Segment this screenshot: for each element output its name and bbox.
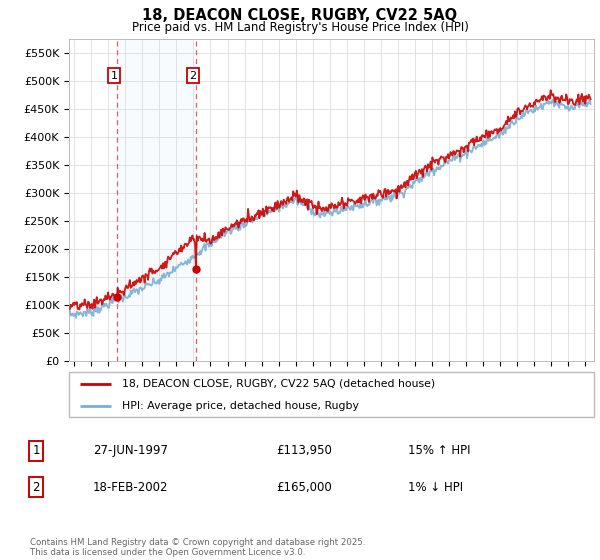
Text: 18-FEB-2002: 18-FEB-2002 [93,480,169,494]
Text: 2: 2 [190,71,197,81]
Text: 18, DEACON CLOSE, RUGBY, CV22 5AQ: 18, DEACON CLOSE, RUGBY, CV22 5AQ [142,8,458,24]
Text: Contains HM Land Registry data © Crown copyright and database right 2025.
This d: Contains HM Land Registry data © Crown c… [30,538,365,557]
Text: 2: 2 [32,480,40,494]
Text: 15% ↑ HPI: 15% ↑ HPI [408,444,470,458]
Text: Price paid vs. HM Land Registry's House Price Index (HPI): Price paid vs. HM Land Registry's House … [131,21,469,34]
Text: 18, DEACON CLOSE, RUGBY, CV22 5AQ (detached house): 18, DEACON CLOSE, RUGBY, CV22 5AQ (detac… [121,379,434,389]
Text: 1: 1 [32,444,40,458]
Text: £113,950: £113,950 [276,444,332,458]
Text: 1: 1 [110,71,118,81]
Text: 27-JUN-1997: 27-JUN-1997 [93,444,168,458]
FancyBboxPatch shape [69,372,594,417]
Text: 1% ↓ HPI: 1% ↓ HPI [408,480,463,494]
Text: £165,000: £165,000 [276,480,332,494]
Text: HPI: Average price, detached house, Rugby: HPI: Average price, detached house, Rugb… [121,401,358,411]
Bar [116,39,196,361]
